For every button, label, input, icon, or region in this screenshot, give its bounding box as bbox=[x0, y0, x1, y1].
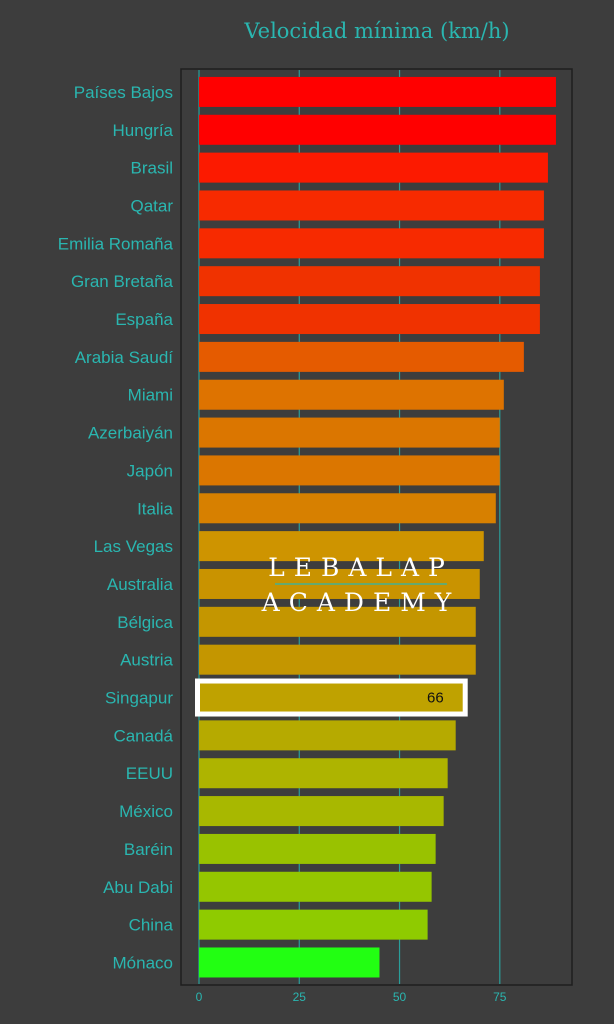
category-label: Canadá bbox=[113, 726, 173, 745]
category-label: Singapur bbox=[105, 689, 173, 708]
category-label: Australia bbox=[107, 575, 174, 594]
bar bbox=[199, 493, 496, 524]
watermark-logo: LEBALAP ACADEMY bbox=[261, 553, 461, 617]
bar bbox=[199, 682, 464, 713]
category-labels: Países Bajos Hungría Brasil Qatar Emilia Rom… bbox=[58, 83, 174, 973]
x-axis-ticks: 0 25 50 75 bbox=[196, 990, 507, 1004]
bar bbox=[199, 152, 548, 183]
bar bbox=[199, 379, 504, 410]
bar bbox=[199, 228, 544, 259]
plot-area bbox=[180, 68, 573, 986]
category-label: China bbox=[129, 916, 174, 935]
category-label: Italia bbox=[137, 499, 173, 518]
bar bbox=[199, 266, 540, 297]
category-label: Austria bbox=[120, 651, 173, 670]
category-label: México bbox=[119, 802, 173, 821]
bar bbox=[199, 455, 500, 486]
watermark-line-2: ACADEMY bbox=[261, 588, 461, 617]
category-label: Hungría bbox=[113, 121, 174, 140]
x-tick-label: 25 bbox=[293, 990, 307, 1004]
watermark-line-1: LEBALAP bbox=[268, 553, 454, 582]
category-label: EEUU bbox=[126, 764, 173, 783]
x-tick-label: 50 bbox=[393, 990, 407, 1004]
bar bbox=[199, 531, 484, 562]
bar bbox=[199, 76, 556, 107]
bars: 66 bbox=[195, 76, 556, 978]
bar bbox=[199, 190, 544, 221]
category-label: Miami bbox=[128, 386, 173, 405]
category-label: Arabia Saudí bbox=[75, 348, 174, 367]
category-label: Las Vegas bbox=[94, 537, 173, 556]
bar bbox=[199, 947, 380, 978]
category-label: Mónaco bbox=[113, 953, 173, 972]
chart-title: Velocidad mínima (km/h) bbox=[243, 19, 509, 43]
bar bbox=[199, 417, 500, 448]
category-label: Azerbaiyán bbox=[88, 424, 173, 443]
x-tick-label: 75 bbox=[493, 990, 507, 1004]
category-label: Bélgica bbox=[117, 613, 173, 632]
data-label: 66 bbox=[427, 690, 444, 707]
bar bbox=[199, 871, 432, 902]
category-label: Qatar bbox=[130, 196, 173, 215]
category-label: España bbox=[115, 310, 173, 329]
category-label: Japón bbox=[127, 461, 173, 480]
category-label: Emilia Romaña bbox=[58, 234, 174, 253]
category-label: Países Bajos bbox=[74, 83, 173, 102]
bar bbox=[199, 833, 436, 864]
bar bbox=[199, 644, 476, 675]
bar bbox=[199, 341, 524, 372]
highlight-frame bbox=[195, 678, 468, 717]
bar bbox=[199, 909, 428, 940]
category-label: Abu Dabi bbox=[103, 878, 173, 897]
category-label: Brasil bbox=[130, 159, 173, 178]
bar bbox=[199, 114, 556, 145]
x-tick-label: 0 bbox=[196, 990, 203, 1004]
bar bbox=[199, 304, 540, 335]
bar bbox=[199, 758, 448, 789]
bar bbox=[199, 606, 476, 637]
bar bbox=[199, 796, 444, 827]
category-label: Gran Bretaña bbox=[71, 272, 174, 291]
category-label: Baréin bbox=[124, 840, 173, 859]
gridlines bbox=[198, 70, 501, 984]
bar bbox=[199, 720, 456, 751]
